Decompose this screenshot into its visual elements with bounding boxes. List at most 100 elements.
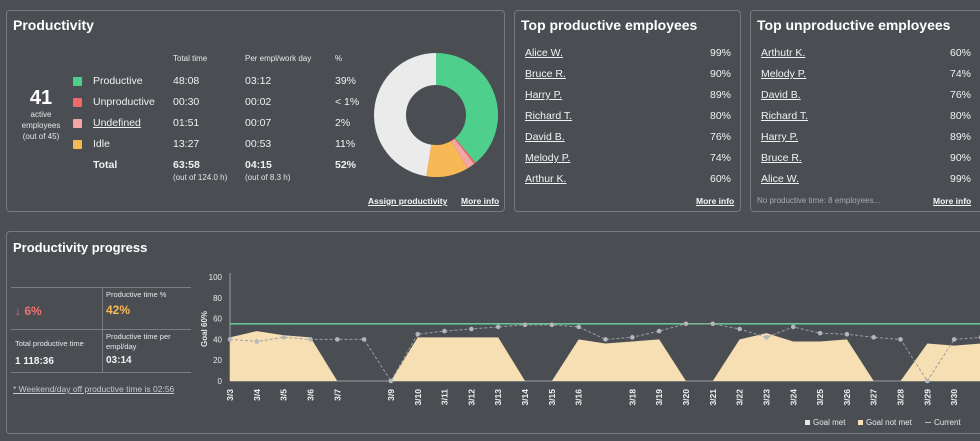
top-unproductive-more-info-link[interactable]: More info (933, 196, 972, 206)
active-count: 41 (29, 87, 53, 109)
current-point (790, 324, 796, 330)
per-empl-value: 03:14 (106, 355, 132, 366)
row-pct: 2% (335, 117, 351, 129)
active-label: active (30, 110, 52, 119)
x-tick-label: 3/19 (654, 389, 664, 406)
productivity-progress-chart: Goal 60% 0 20 40 60 80 100 3/3 3/4 3/5 3/6 3/7 3/9 3/… (200, 273, 980, 406)
row-per: 00:07 (245, 117, 272, 129)
current-point (254, 339, 260, 344)
top-unproductive-employee-link[interactable]: David B. (761, 89, 801, 101)
donut-slice-undefined (451, 138, 474, 169)
goal-met-label: Goal met (813, 418, 846, 427)
x-tick-label: 3/10 (413, 389, 423, 406)
per-empl-stat: Productive time per empl/day 03:14 (106, 332, 190, 366)
top-productive-employee-link[interactable]: Arthur K. (525, 173, 567, 185)
productivity-progress-panel: Productivity progress ↓ 6% Productive ti… (6, 231, 980, 434)
stats-divider-top (11, 287, 191, 288)
progress-title: Productivity progress (13, 240, 148, 255)
y-tick-label: 100 (209, 273, 223, 282)
x-tick-label: 3/26 (842, 389, 852, 406)
y-tick-label: 20 (213, 356, 222, 365)
donut-slice-unproductive (454, 138, 476, 164)
top-productive-employee-link[interactable]: Bruce R. (525, 68, 566, 80)
row-per: 00:02 (245, 96, 272, 108)
y-tick-label: 40 (213, 335, 222, 344)
current-point (683, 321, 689, 327)
productive-pct-value: 42% (106, 303, 131, 317)
current-point (737, 326, 742, 332)
current-point (495, 324, 501, 330)
x-tick-label: 3/23 (761, 389, 771, 406)
donut-slice-idle (426, 140, 468, 177)
row-label: Productive (93, 75, 143, 87)
current-point (388, 378, 394, 384)
productive-swatch (73, 77, 82, 86)
top-unproductive-pct: 89% (949, 131, 971, 143)
x-tick-label: 3/21 (708, 389, 718, 406)
current-point (549, 322, 555, 328)
productive-pct-label: Productive time % (106, 290, 167, 299)
top-productive-employee-link[interactable]: Harry P. (525, 89, 563, 101)
x-tick-label: 3/13 (493, 389, 503, 406)
x-tick-label: 3/4 (252, 389, 262, 401)
employees-label: employees (21, 121, 61, 130)
row-pct: 39% (335, 75, 357, 87)
x-tick-label: 3/29 (922, 389, 932, 406)
x-tick-label: 3/11 (440, 389, 450, 405)
current-label: Current (934, 418, 961, 427)
current-point (522, 322, 528, 328)
current-point (361, 337, 367, 342)
productivity-title: Productivity (13, 17, 94, 33)
current-point (469, 326, 474, 332)
header-total-time: Total time (173, 54, 208, 63)
top-unproductive-employee-link[interactable]: Melody P. (761, 68, 807, 80)
current-point (227, 337, 233, 342)
top-productive-panel: Top productive employees Alice W. 99% Bruc… (514, 10, 741, 212)
x-tick-label: 3/12 (466, 389, 476, 406)
x-tick-label: 3/18 (627, 389, 637, 406)
current-point (844, 331, 850, 337)
top-productive-employee-link[interactable]: Richard T. (525, 110, 573, 122)
top-unproductive-employee-link[interactable]: Richard T. (761, 110, 809, 122)
current-swatch (925, 422, 931, 424)
top-productive-title: Top productive employees (521, 17, 698, 33)
donut-slice-productive (435, 53, 498, 163)
top-unproductive-employee-link[interactable]: Harry P. (761, 131, 799, 143)
undefined-link[interactable]: Undefined (93, 117, 141, 129)
top-productive-employee-link[interactable]: Alice W. (525, 47, 563, 59)
row-total: 13:27 (173, 138, 200, 150)
top-unproductive-employee-link[interactable]: Bruce R. (761, 152, 802, 164)
assign-productivity-link[interactable]: Assign productivity (368, 196, 448, 206)
change-value: ↓ 6% (15, 304, 42, 318)
current-point (334, 337, 340, 342)
donut-slice-other (374, 53, 437, 177)
top-unproductive-employee-link[interactable]: Arthutr K. (761, 47, 806, 59)
current-point (764, 335, 769, 340)
current-point (630, 335, 635, 340)
top-unproductive-employee-link[interactable]: Alice W. (761, 173, 799, 185)
x-tick-label: 3/9 (386, 389, 396, 401)
top-productive-pct: 74% (709, 152, 731, 164)
x-tick-label: 3/20 (681, 389, 691, 406)
top-productive-employee-link[interactable]: Melody P. (525, 152, 571, 164)
top-unproductive-pct: 76% (949, 89, 971, 101)
x-tick-label: 3/7 (332, 389, 342, 401)
undefined-swatch (73, 119, 82, 128)
top-productive-employee-link[interactable]: David B. (525, 131, 565, 143)
per-day-note: (out of 8.3 h) (245, 173, 291, 182)
top-productive-more-info-link[interactable]: More info (696, 196, 735, 206)
current-point (603, 337, 608, 342)
current-point (925, 378, 930, 384)
productivity-more-info-link[interactable]: More info (461, 196, 500, 206)
weekend-note-link[interactable]: * Weekend/day off productive time is 02:… (13, 384, 175, 394)
current-point (951, 337, 957, 342)
current-line (229, 323, 980, 382)
x-tick-label: 3/14 (520, 389, 530, 406)
x-tick-label: 3/30 (949, 389, 959, 406)
row-per: 00:53 (245, 138, 272, 150)
header-per-empl: Per empl/work day (245, 54, 312, 63)
top-unproductive-pct: 60% (949, 47, 971, 59)
current-point (576, 324, 581, 330)
x-tick-label: 3/25 (815, 389, 825, 406)
per-empl-label: Productive time per empl/day (106, 332, 171, 351)
